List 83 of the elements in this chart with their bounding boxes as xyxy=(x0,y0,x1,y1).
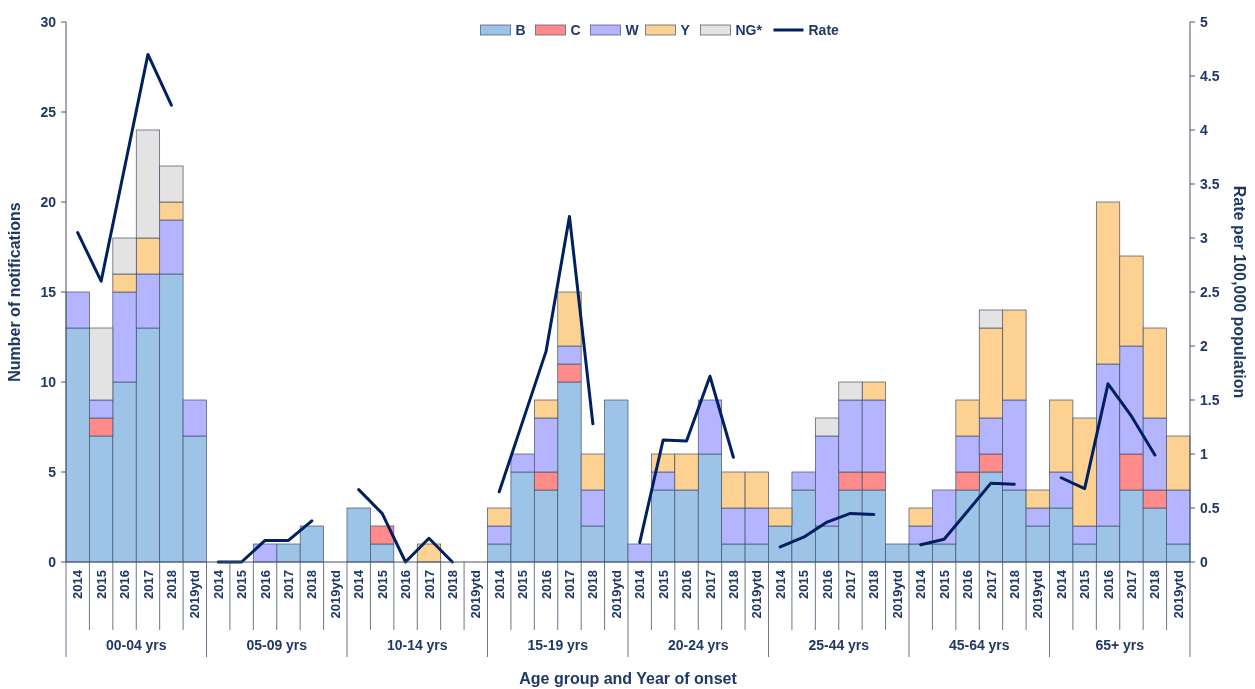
x-tick-label: 2018 xyxy=(1006,570,1022,599)
x-tick-label: 2016 xyxy=(819,570,835,599)
x-tick-label: 2019ytd xyxy=(1030,569,1046,619)
x-tick-label: 2015 xyxy=(234,570,250,599)
text: 45-64 yrs xyxy=(948,637,1010,653)
x-tick-label: 2018 xyxy=(585,570,601,599)
x-tick-label: 2019ytd xyxy=(608,569,624,619)
y-tick-label: 5 xyxy=(48,463,57,480)
x-tick-label: 2015 xyxy=(936,570,952,599)
y2-tick-label: 3.5 xyxy=(1200,175,1220,192)
x-tick-label: 2014 xyxy=(632,569,648,599)
legend-label: C xyxy=(570,22,581,38)
x-tick-label: 2016 xyxy=(679,570,695,599)
y2-tick-label: 0 xyxy=(1200,553,1208,570)
y2-axis-title: Rate per 100,000 population xyxy=(1231,185,1248,399)
y-tick-label: 10 xyxy=(40,373,57,390)
x-tick-label: 2017 xyxy=(983,570,999,599)
x-tick-label: 2017 xyxy=(140,570,156,599)
x-tick-label: 2014 xyxy=(913,569,929,599)
y2-tick-label: 4 xyxy=(1200,121,1208,138)
x-tick-label: 2016 xyxy=(257,570,273,599)
text: 15-19 yrs xyxy=(527,637,589,653)
y2-tick-label: 0.5 xyxy=(1200,499,1220,516)
y-tick-label: 0 xyxy=(48,553,57,570)
x-tick-label: 2017 xyxy=(1124,570,1140,599)
x-tick-label: 2014 xyxy=(1053,569,1069,599)
y2-tick-label: 1.5 xyxy=(1200,391,1220,408)
x-tick-label: 2018 xyxy=(163,570,179,599)
x-tick-label: 2015 xyxy=(1077,570,1093,599)
x-tick-label: 2016 xyxy=(960,570,976,599)
x-tick-label: 2016 xyxy=(398,570,414,599)
legend-label: B xyxy=(515,22,526,38)
x-tick-label: 2019ytd xyxy=(889,569,905,619)
x-tick-label: 2018 xyxy=(304,570,320,599)
text: 05-09 yrs xyxy=(246,637,308,653)
x-tick-label: 2018 xyxy=(1147,570,1163,599)
x-tick-label: 2015 xyxy=(93,570,109,599)
legend-label: W xyxy=(625,22,640,38)
y2-tick-label: 5 xyxy=(1200,13,1208,30)
x-tick-label: 2018 xyxy=(444,570,460,599)
y-axis-title: Number of notifications xyxy=(6,202,23,382)
y2-tick-label: 1 xyxy=(1200,445,1208,462)
x-tick-label: 2019ytd xyxy=(187,569,203,619)
text: 20-24 yrs xyxy=(667,637,729,653)
x-tick-label: 2014 xyxy=(491,569,507,599)
x-tick-label: 2017 xyxy=(702,570,718,599)
x-tick-label: 2016 xyxy=(117,570,133,599)
x-tick-label: 2014 xyxy=(351,569,367,599)
x-tick-label: 2017 xyxy=(281,570,297,599)
x-tick-label: 2015 xyxy=(515,570,531,599)
x-tick-label: 2014 xyxy=(70,569,86,599)
y2-tick-label: 2 xyxy=(1200,337,1208,354)
x-tick-label: 2019ytd xyxy=(749,569,765,619)
y2-tick-label: 3 xyxy=(1200,229,1208,246)
x-tick-label: 2015 xyxy=(374,570,390,599)
y-tick-label: 15 xyxy=(40,283,57,300)
text: 10-14 yrs xyxy=(386,637,448,653)
x-tick-label: 2019ytd xyxy=(468,569,484,619)
y2-tick-label: 2.5 xyxy=(1200,283,1220,300)
x-tick-label: 2014 xyxy=(772,569,788,599)
x-tick-label: 2019ytd xyxy=(327,569,343,619)
x-tick-label: 2017 xyxy=(843,570,859,599)
x-tick-label: 2019ytd xyxy=(1170,569,1186,619)
x-tick-label: 2016 xyxy=(538,570,554,599)
text: 25-44 yrs xyxy=(808,637,870,653)
x-tick-label: 2017 xyxy=(562,570,578,599)
x-axis-title: Age group and Year of onset xyxy=(519,670,738,687)
legend-label: Y xyxy=(680,22,691,38)
x-tick-label: 2015 xyxy=(796,570,812,599)
x-tick-label: 2016 xyxy=(1100,570,1116,599)
y2-tick-label: 4.5 xyxy=(1200,67,1220,84)
x-tick-label: 2014 xyxy=(210,569,226,599)
y-tick-label: 25 xyxy=(40,103,57,120)
legend-label: NG* xyxy=(735,22,763,38)
x-tick-label: 2015 xyxy=(655,570,671,599)
y-tick-label: 30 xyxy=(40,13,57,30)
x-tick-label: 2018 xyxy=(866,570,882,599)
text: 00-04 yrs xyxy=(105,637,167,653)
y-tick-label: 20 xyxy=(40,193,57,210)
text: 65+ yrs xyxy=(1095,637,1145,653)
x-tick-label: 2017 xyxy=(421,570,437,599)
legend-label: Rate xyxy=(808,22,840,38)
x-tick-label: 2018 xyxy=(725,570,741,599)
